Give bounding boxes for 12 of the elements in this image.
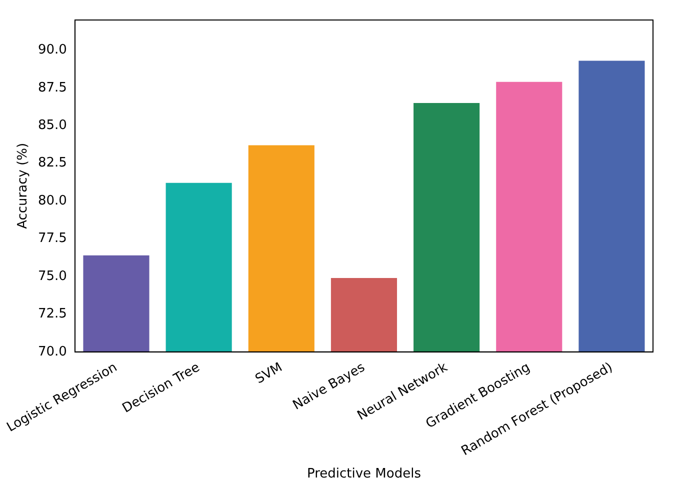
y-tick-label: 80.0 bbox=[38, 193, 67, 208]
x-axis-title: Predictive Models bbox=[306, 466, 422, 482]
y-tick-label: 82.5 bbox=[38, 156, 67, 171]
y-tick-label: 87.5 bbox=[38, 80, 67, 96]
x-tick-label: SVM bbox=[253, 360, 286, 388]
y-tick-label: 90.0 bbox=[38, 42, 67, 58]
y-tick-label: 85.0 bbox=[38, 118, 67, 133]
y-tick-label: 75.0 bbox=[38, 268, 67, 284]
y-tick-label: 77.5 bbox=[38, 231, 67, 246]
y-axis-title: Accuracy (%) bbox=[16, 142, 31, 229]
y-tick-label: 72.5 bbox=[38, 306, 67, 322]
y-tick-label: 70.0 bbox=[38, 344, 67, 360]
